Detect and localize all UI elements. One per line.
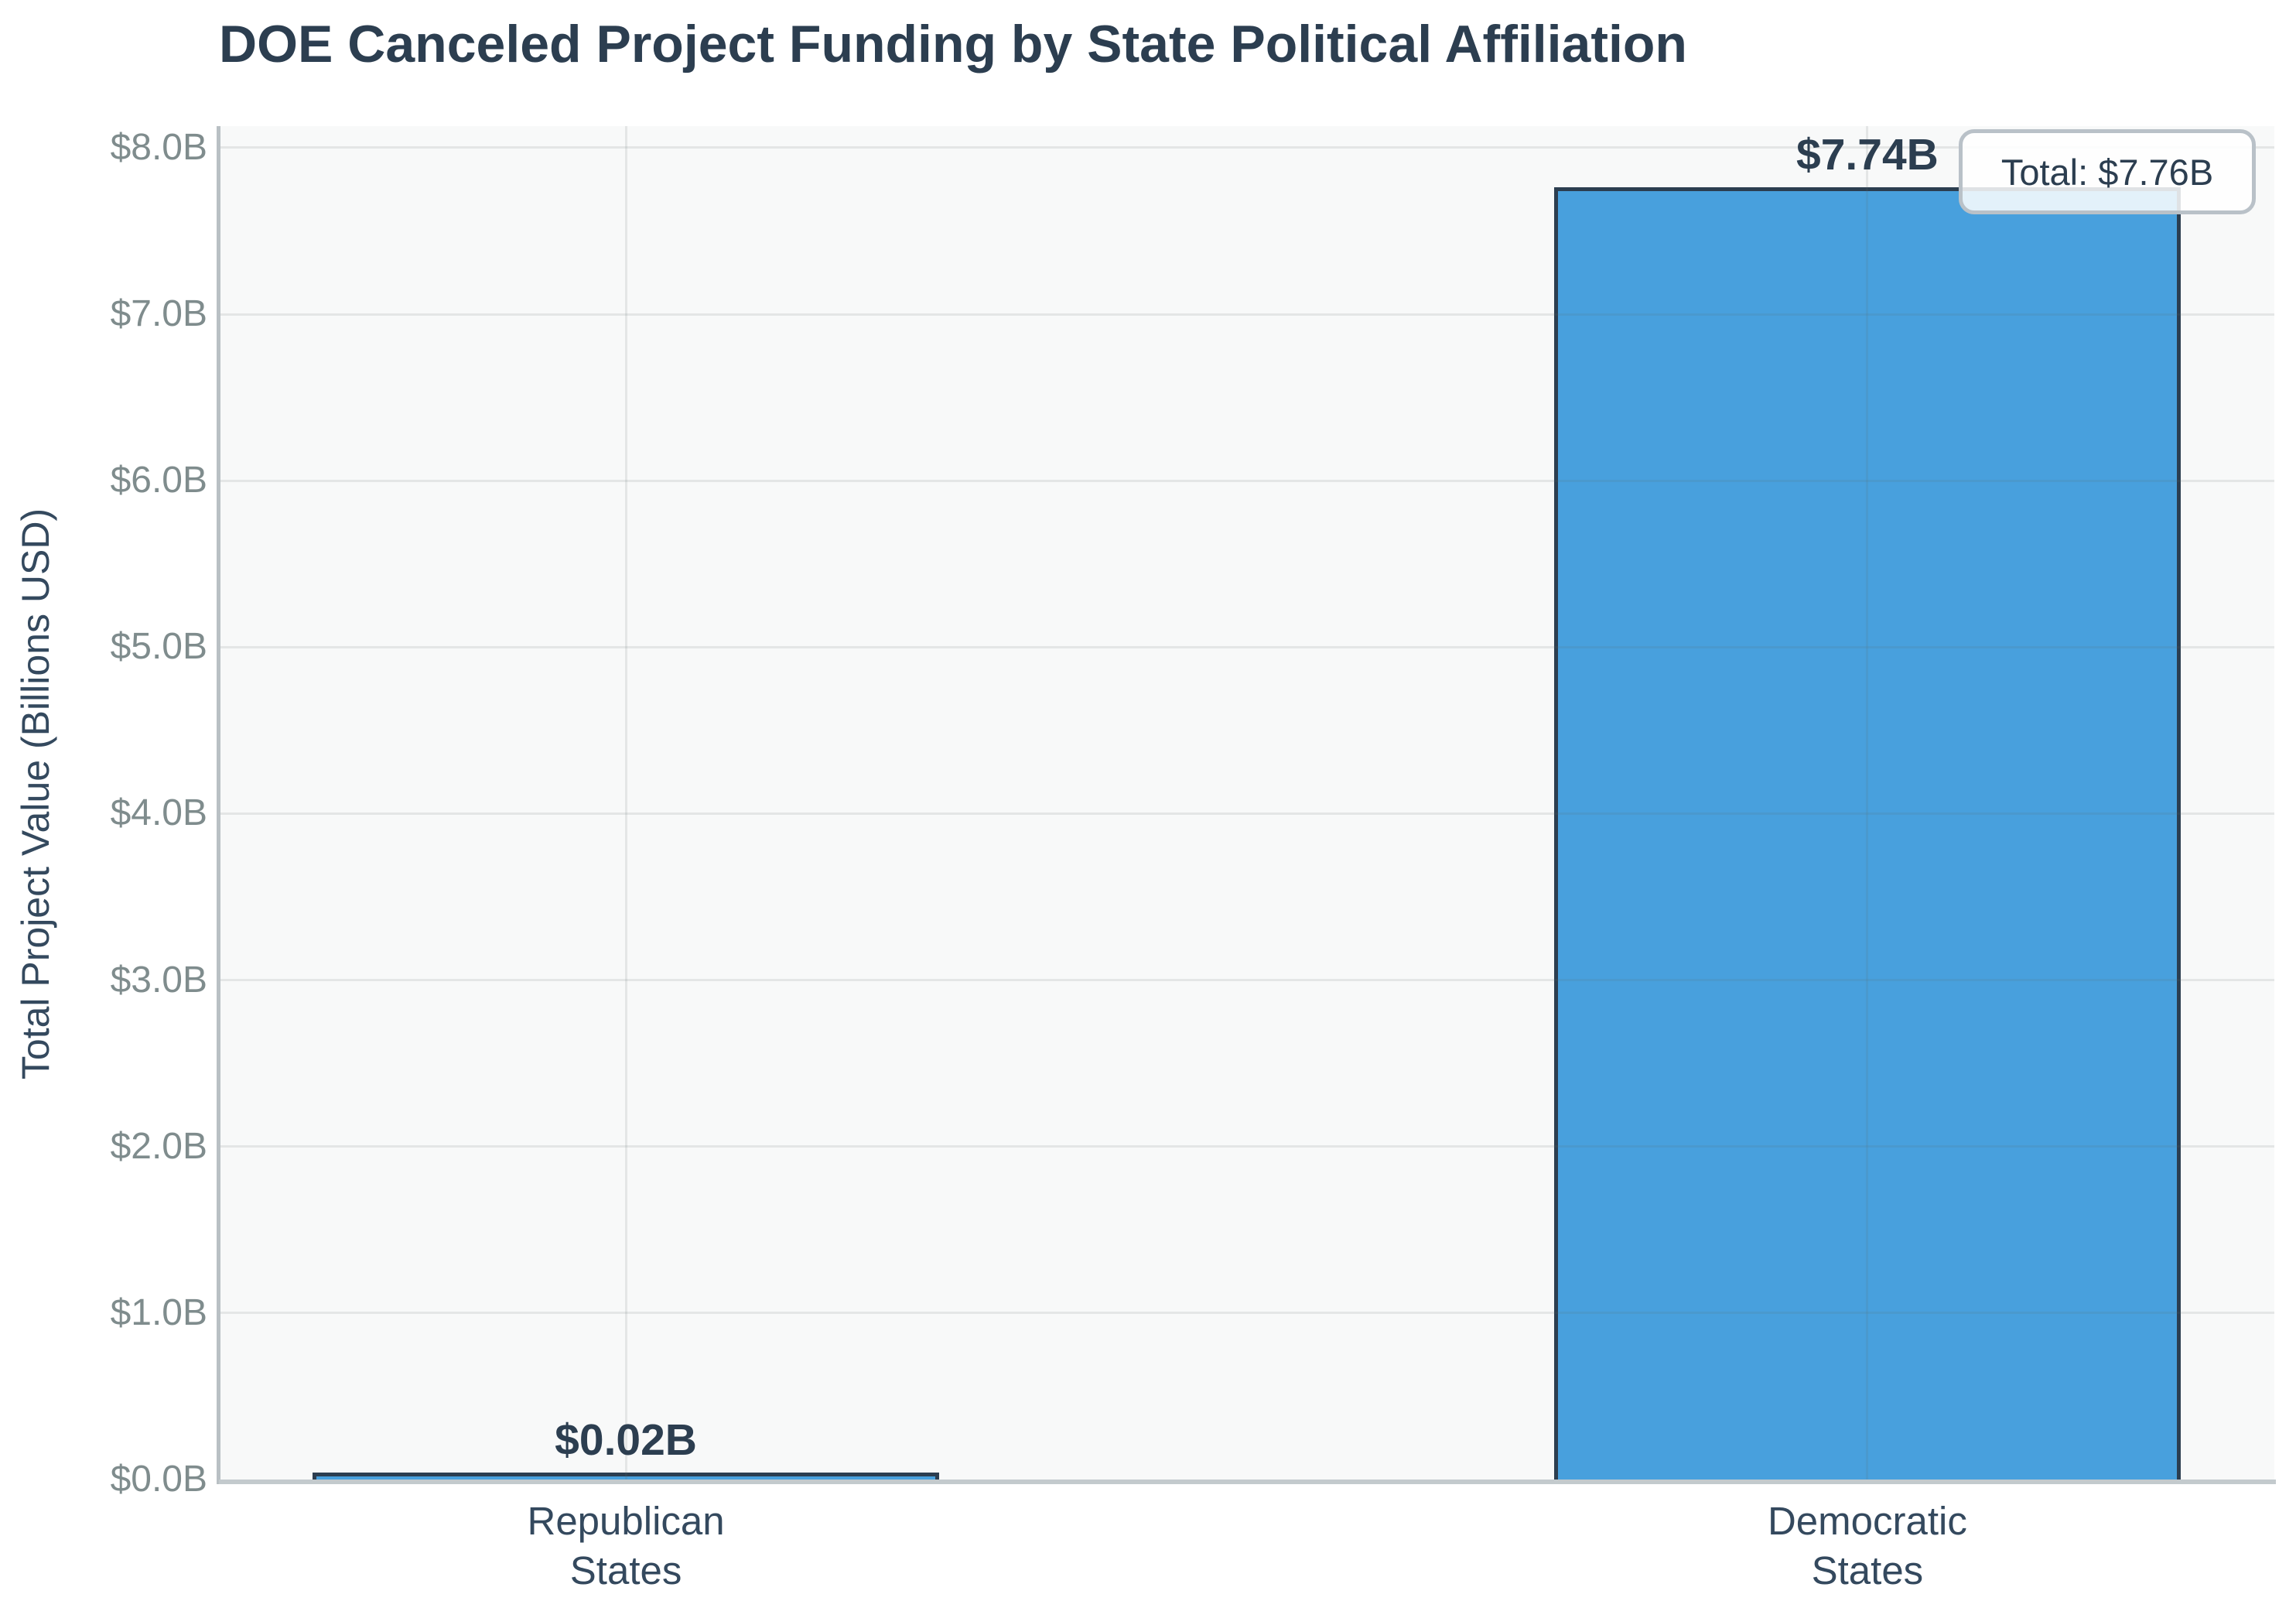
x-tick-label-republican-states: Republican States [527, 1499, 725, 1592]
bar-value-label: $0.02B [555, 1415, 697, 1465]
total-annotation-tooltip: Total: $7.76B [1959, 129, 2256, 214]
gridline-horizontal [219, 645, 2274, 648]
gridline-horizontal [219, 812, 2274, 815]
total-annotation-text: Total: $7.76B [2000, 151, 2214, 193]
y-tick-label: $1.0B [110, 1291, 207, 1333]
gridline-vertical [624, 126, 627, 1480]
x-axis-line [219, 1480, 2276, 1484]
plot-area: $0.02B $7.74B [219, 126, 2274, 1480]
y-tick-label: $3.0B [110, 959, 207, 1001]
gridline-horizontal [219, 979, 2274, 982]
gridline-horizontal [219, 479, 2274, 482]
chart-title: DOE Canceled Project Funding by State Po… [219, 15, 1687, 74]
gridline-horizontal [219, 146, 2274, 149]
y-axis-spine [217, 126, 220, 1484]
y-tick-label: $2.0B [110, 1125, 207, 1167]
gridline-horizontal [219, 313, 2274, 316]
y-tick-label: $5.0B [110, 626, 207, 668]
y-tick-label: $6.0B [110, 460, 207, 501]
x-tick-label-democratic-states: Democratic States [1767, 1499, 1967, 1592]
bar-democratic-states[interactable] [1554, 186, 2181, 1480]
y-tick-label: $0.0B [110, 1459, 207, 1500]
bar-value-label: $7.74B [1796, 129, 1939, 180]
gridline-horizontal [219, 1145, 2274, 1148]
gridline-vertical [1866, 126, 1869, 1480]
gridline-horizontal [219, 1312, 2274, 1315]
y-tick-label: $8.0B [110, 126, 207, 168]
y-tick-label: $7.0B [110, 293, 207, 335]
y-tick-label: $4.0B [110, 792, 207, 834]
bar-republican-states[interactable] [313, 1472, 939, 1480]
